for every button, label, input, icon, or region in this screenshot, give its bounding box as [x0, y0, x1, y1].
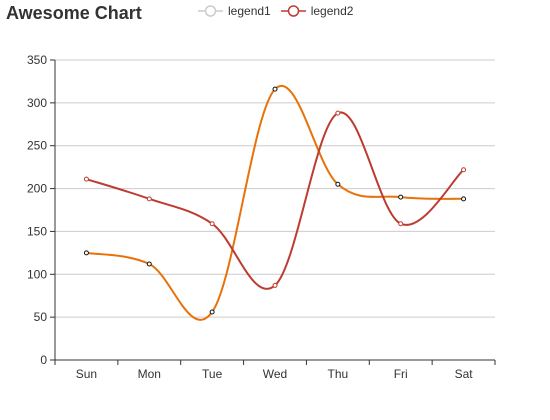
y-tick-label: 200 — [27, 182, 47, 196]
x-tick-label: Sun — [76, 367, 97, 381]
series-1-point[interactable] — [209, 309, 215, 315]
x-tick-label: Thu — [328, 367, 349, 381]
series-2-point[interactable] — [146, 196, 152, 202]
y-tick-label: 0 — [40, 353, 47, 367]
x-tick-label: Mon — [138, 367, 161, 381]
series-2-point[interactable] — [272, 282, 278, 288]
series-1-point[interactable] — [461, 196, 467, 202]
y-tick-label: 150 — [27, 224, 47, 238]
legend-label-series-1: legend1 — [228, 4, 271, 18]
series-1-point[interactable] — [272, 86, 278, 92]
y-tick-label: 250 — [27, 139, 47, 153]
legend-item-series-1[interactable]: legend1 — [198, 4, 271, 18]
y-tick-label: 350 — [27, 53, 47, 67]
y-tick-label: 50 — [34, 310, 48, 324]
legend-item-series-2[interactable]: legend2 — [280, 4, 354, 18]
x-tick-label: Tue — [202, 367, 223, 381]
legend-line-circle-icon — [280, 5, 306, 17]
series-2-point[interactable] — [209, 221, 215, 227]
series-2-point[interactable] — [398, 221, 404, 227]
y-tick-label: 100 — [27, 267, 47, 281]
series-line-1 — [86, 85, 464, 321]
series-1-point[interactable] — [335, 181, 341, 187]
series-1-point[interactable] — [146, 261, 152, 267]
x-tick-label: Sat — [455, 367, 474, 381]
chart-legend: legend1 legend2 — [198, 2, 363, 20]
legend-label-series-2: legend2 — [310, 4, 354, 18]
series-2-point[interactable] — [83, 176, 89, 182]
series-2-point[interactable] — [461, 167, 467, 173]
y-tick-label: 300 — [27, 96, 47, 110]
series-2-point[interactable] — [335, 110, 341, 116]
chart-title: Awesome Chart — [6, 3, 142, 23]
series-1-point[interactable] — [398, 194, 404, 200]
series-1-point[interactable] — [83, 250, 89, 256]
x-tick-label: Wed — [263, 367, 287, 381]
x-tick-label: Fri — [394, 367, 408, 381]
legend-line-circle-icon — [198, 5, 223, 17]
